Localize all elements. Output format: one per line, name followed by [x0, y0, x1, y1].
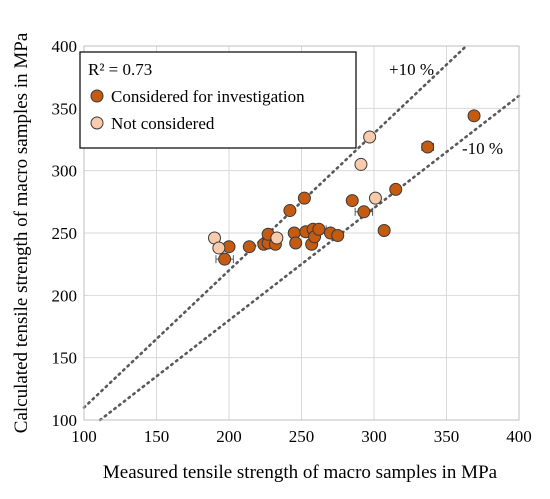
point-considered	[312, 222, 326, 236]
point-considered	[283, 204, 297, 218]
minus-10-percent-line	[98, 94, 521, 422]
point-not-considered	[270, 231, 284, 245]
legend: R² = 0.73 Considered for investigation N…	[79, 51, 357, 149]
y-tick-label: 350	[52, 99, 78, 118]
y-axis-title: Calculated tensile strength of macro sam…	[11, 32, 32, 433]
y-tick-label: 300	[52, 162, 78, 181]
x-tick-label: 200	[216, 427, 242, 446]
point-considered	[357, 205, 371, 219]
lower-band-label: -10 %	[462, 139, 503, 158]
data-points	[208, 109, 481, 266]
legend-label-not-considered: Not considered	[111, 114, 215, 133]
reference-lines	[82, 44, 521, 422]
x-tick-label: 300	[361, 427, 387, 446]
point-not-considered	[368, 191, 382, 205]
legend-box	[79, 51, 357, 149]
r-squared-label: R² = 0.73	[88, 60, 152, 79]
point-considered	[345, 194, 359, 208]
x-tick-label: 250	[289, 427, 315, 446]
point-considered	[377, 224, 391, 238]
tick-labels: 100 150 200 250 300 350 400 100 150 200 250 300 350 4…	[52, 37, 532, 446]
point-considered	[218, 252, 232, 266]
plus-10-percent-line	[82, 44, 468, 409]
y-tick-label: 400	[52, 37, 78, 56]
y-tick-label: 200	[52, 286, 78, 305]
legend-marker-considered	[90, 89, 104, 103]
point-considered	[242, 240, 256, 254]
plot-frame	[83, 45, 520, 421]
x-axis-title: Measured tensile strength of macro sampl…	[103, 462, 498, 483]
point-not-considered	[363, 130, 377, 144]
y-tick-label: 100	[52, 411, 78, 430]
upper-band-label: +10 %	[389, 60, 434, 79]
point-considered	[467, 109, 481, 123]
legend-label-considered: Considered for investigation	[111, 87, 305, 106]
x-tick-label: 100	[71, 427, 97, 446]
y-tick-label: 250	[52, 224, 78, 243]
point-not-considered	[354, 157, 368, 171]
legend-marker-not-considered	[90, 116, 104, 130]
y-tick-label: 150	[52, 349, 78, 368]
point-considered	[331, 228, 345, 242]
point-considered	[389, 182, 403, 196]
x-tick-label: 350	[434, 427, 460, 446]
x-tick-label: 400	[506, 427, 532, 446]
point-considered	[421, 140, 435, 154]
point-not-considered	[212, 241, 226, 255]
x-tick-label: 150	[144, 427, 170, 446]
point-considered	[289, 236, 303, 250]
point-considered	[297, 191, 311, 205]
